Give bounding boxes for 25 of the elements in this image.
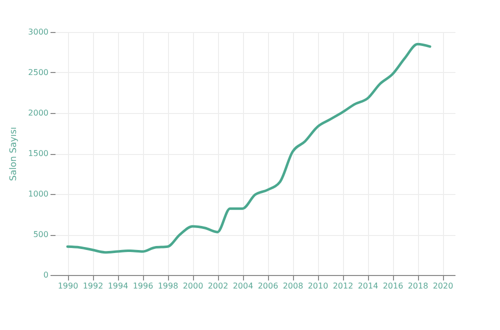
y-tick-label: 1500 (28, 149, 48, 158)
x-tick-label: 1990 (58, 282, 78, 290)
x-tick-label: 2016 (382, 282, 404, 290)
x-tick-label: 2014 (358, 282, 378, 290)
x-tick-label: 2012 (332, 282, 354, 290)
x-tick-label: 2006 (258, 282, 278, 290)
x-tick-label: 1994 (108, 282, 128, 290)
y-tick-label: 3000 (28, 28, 48, 36)
x-tick-label: 2020 (432, 282, 454, 290)
x-tick-label: 2002 (208, 282, 228, 290)
x-tick-label: 2018 (408, 282, 428, 290)
x-tick-label: 2008 (282, 282, 304, 290)
x-tick-label: 2004 (232, 282, 254, 290)
x-tick-label: 2010 (308, 282, 328, 290)
x-tick-label: 1992 (82, 282, 104, 290)
x-tick-label: 1998 (158, 282, 178, 290)
y-tick-label: 2500 (28, 68, 48, 77)
y-tick-label: 500 (33, 230, 48, 239)
x-tick-label: 1996 (132, 282, 154, 290)
x-tick-label: 2000 (182, 282, 204, 290)
y-tick-label: 2000 (28, 108, 48, 118)
y-tick-label: 0 (43, 270, 48, 280)
line-series (66, 42, 432, 254)
y-axis-title: Salon Sayısı (9, 126, 20, 182)
y-tick-label: 1000 (28, 190, 48, 198)
